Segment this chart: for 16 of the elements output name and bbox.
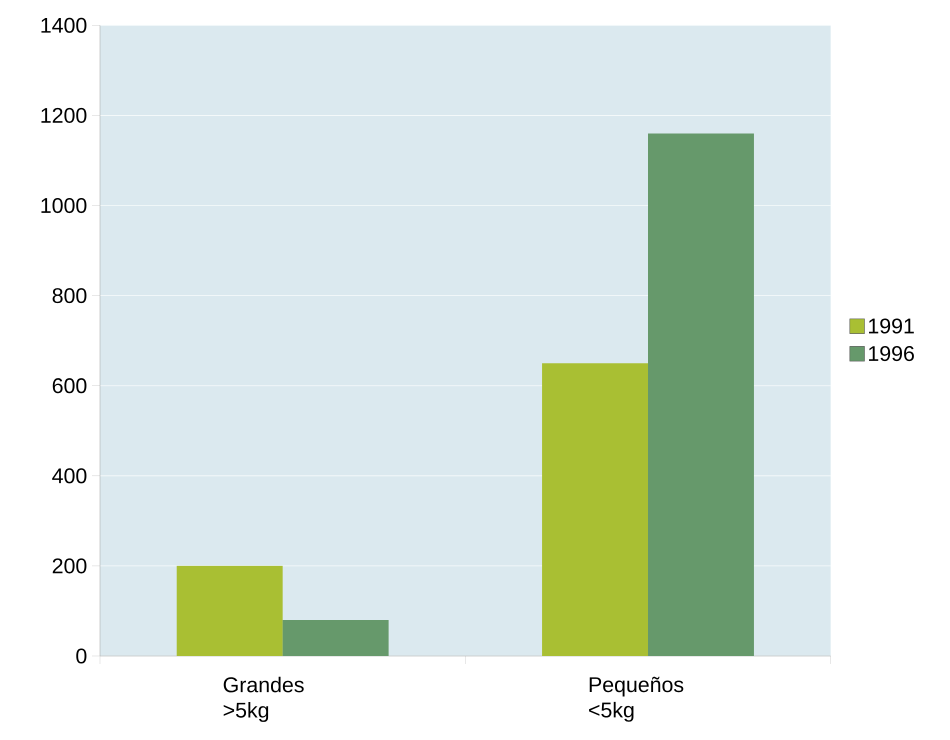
y-tick-label: 1200 bbox=[41, 108, 86, 123]
y-tick-label: 1000 bbox=[41, 198, 86, 214]
y-tick-label: 600 bbox=[52, 378, 86, 394]
bar bbox=[648, 133, 754, 656]
y-tick-label: 200 bbox=[52, 558, 86, 574]
legend-label: 1996 bbox=[869, 346, 914, 362]
y-tick-label: 800 bbox=[52, 288, 86, 304]
y-tick-label: 1400 bbox=[41, 18, 86, 33]
x-tick-label: Grandes >5kg bbox=[224, 676, 304, 722]
bar bbox=[282, 620, 389, 656]
y-tick-label: 400 bbox=[52, 468, 86, 484]
legend-label: 1991 bbox=[869, 318, 914, 334]
x-tick-label: Pequeños <5kg bbox=[589, 676, 684, 722]
y-tick-label: 0 bbox=[76, 648, 86, 664]
bar bbox=[542, 363, 648, 656]
bar bbox=[176, 566, 283, 656]
